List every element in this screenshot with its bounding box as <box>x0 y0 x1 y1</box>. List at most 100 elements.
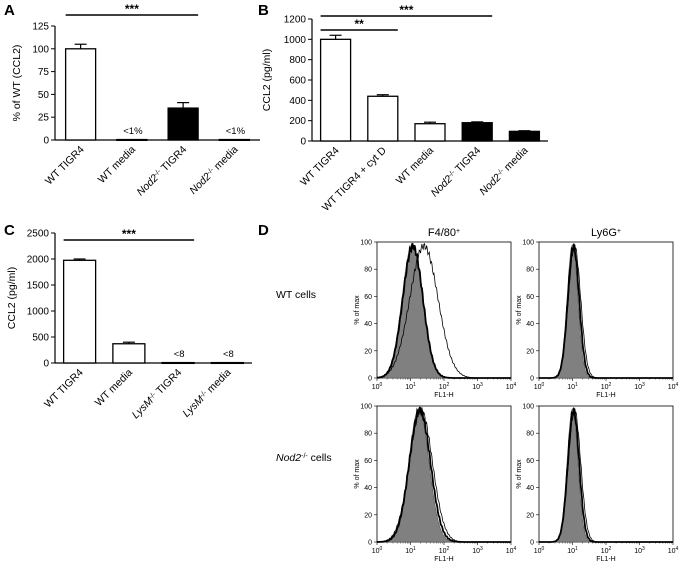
panel-d-x-tick-label: 101 <box>567 382 578 391</box>
panel-c-y-tick-label: 2000 <box>27 255 50 266</box>
panel-d-row-label: Nod2-/- cells <box>276 452 332 464</box>
panel-d-x-tick-base: 10 <box>405 384 413 391</box>
panel-d-y-tick-label: 100 <box>522 404 534 411</box>
panel-d-filled-histogram <box>539 244 673 379</box>
panel-d-y-tick-label: 20 <box>526 348 534 355</box>
panel-d-x-tick-exponent: 2 <box>609 546 612 552</box>
panel-a-y-tick-label: 25 <box>38 113 50 124</box>
panel-d-x-axis-label: FL1-H <box>434 392 453 399</box>
panel-b-significance-label: *** <box>399 3 413 17</box>
panel-c-category-label: WT TIGR4 <box>42 367 86 411</box>
panel-b-bar <box>319 38 352 142</box>
panel-a-category-label: WT media <box>96 144 138 186</box>
panel-d-x-tick-label: 100 <box>372 546 383 555</box>
panel-d-column-title: Ly6G+ <box>591 227 621 239</box>
panel-d-x-tick-exponent: 2 <box>609 382 612 388</box>
panel-a-y-tick-label: 0 <box>43 136 49 147</box>
panel-a-category-label-superscript: -/- <box>205 166 215 176</box>
panel-d-x-tick-base: 10 <box>534 548 542 555</box>
panel-d-x-tick-exponent: 0 <box>380 546 383 552</box>
panel-d-y-tick-label: 100 <box>522 240 534 247</box>
panel-d-y-axis-label: % of max <box>516 459 523 489</box>
panel-d-x-axis-label: FL1-H <box>596 392 615 399</box>
panel-d-y-tick-label: 0 <box>368 376 372 383</box>
panel-d-x-axis-label: FL1-H <box>434 556 453 563</box>
panel-d-y-tick-label: 0 <box>530 540 534 547</box>
panel-a-category-label: Nod2-/- media <box>187 144 240 197</box>
panel-b-y-tick-label: 200 <box>289 116 306 127</box>
panel-a-bar-annotation: <1% <box>226 126 246 137</box>
panel-c-category-label-rest: TIGR4 <box>152 367 184 399</box>
panel-d-x-tick-label: 102 <box>439 382 450 391</box>
panel-d-filled-histogram <box>376 244 511 379</box>
panel-d-y-tick-label: 40 <box>526 485 534 492</box>
panel-d-x-tick-exponent: 0 <box>380 382 383 388</box>
panel-d-outline-histogram <box>539 243 673 379</box>
panel-d-filled-histogram <box>377 408 511 543</box>
panel-c-label: C <box>4 222 15 239</box>
panel-d-x-tick-exponent: 4 <box>676 382 679 388</box>
panel-d-x-tick-base: 10 <box>567 548 575 555</box>
panel-d-filled-histogram <box>539 408 673 543</box>
panel-d-y-tick-label: 60 <box>526 458 534 465</box>
panel-d-y-axis-label: % of max <box>354 459 361 489</box>
panel-d-y-tick-label: 20 <box>364 348 372 355</box>
panel-d-x-tick-base: 10 <box>668 384 676 391</box>
panel-d-x-tick-base: 10 <box>668 548 676 555</box>
panel-d-y-axis-label: % of max <box>354 295 361 325</box>
panel-d-x-tick-base: 10 <box>372 384 380 391</box>
panel-d-outline-histogram <box>539 243 673 379</box>
panel-b-label: B <box>258 2 269 19</box>
panel-d-x-tick-base: 10 <box>372 548 380 555</box>
panel-d-outline-histogram <box>376 406 511 543</box>
panel-b-category-label: Nod2-/- media <box>477 145 530 198</box>
panel-b: B 0 200 400 600 800 1000 1200 CCL2 (pg/ml) WT TIG… <box>258 2 548 214</box>
panel-d-x-tick-exponent: 3 <box>480 382 483 388</box>
panel-d-x-tick-exponent: 4 <box>676 546 679 552</box>
panel-d-outline-histogram <box>376 243 511 379</box>
panel-b-category-label-superscript: -/- <box>447 168 457 178</box>
panel-c: C 0 500 1000 1500 2000 2500 CCL2 (pg/ml) WT TIGR… <box>4 222 252 421</box>
panel-d-row-label-genotype: Nod2 <box>276 452 301 464</box>
panel-d-y-tick-label: 40 <box>364 485 372 492</box>
panel-b-category-label-rest: TIGR4 <box>451 145 483 177</box>
panel-a-category-label-superscript: -/- <box>153 167 163 177</box>
panel-d-x-tick-label: 101 <box>405 382 416 391</box>
panel-d-x-tick-exponent: 2 <box>447 382 450 388</box>
panel-a-bar <box>167 107 199 141</box>
panel-b-y-tick-label: 400 <box>289 96 306 107</box>
panel-b-category-label: WT TIGR4 <box>298 145 342 189</box>
panel-b-bar <box>508 130 541 142</box>
panel-d-row-label-sup: -/- <box>301 453 308 460</box>
panel-d-plot-frame <box>538 405 674 543</box>
panel-d-x-tick-base: 10 <box>634 384 642 391</box>
panel-b-y-tick-label: 1200 <box>284 15 307 26</box>
panel-d-x-tick-base: 10 <box>439 384 447 391</box>
panel-d-y-axis-label: % of max <box>516 295 523 325</box>
panel-d-x-tick-exponent: 1 <box>413 382 416 388</box>
panel-d-x-tick-label: 100 <box>534 546 545 555</box>
panel-d-x-tick-exponent: 1 <box>413 546 416 552</box>
panel-a-label: A <box>4 2 15 19</box>
panel-d-x-tick-label: 103 <box>472 546 483 555</box>
panel-d-x-tick-base: 10 <box>506 548 514 555</box>
panel-c-bar <box>62 259 97 364</box>
panel-d-x-tick-base: 10 <box>472 548 480 555</box>
panel-d-y-tick-label: 40 <box>364 321 372 328</box>
panel-d-y-tick-label: 80 <box>526 431 534 438</box>
panel-a-bar-annotation: <1% <box>123 126 143 137</box>
panel-d-x-tick-label: 100 <box>372 382 383 391</box>
panel-a-significance-label: *** <box>125 2 139 16</box>
panel-d-plot-frame <box>538 241 674 379</box>
panel-a-y-axis-label: % of WT (CCL2) <box>11 45 23 122</box>
panel-b-bar <box>461 122 493 142</box>
panel-d-y-tick-label: 80 <box>526 267 534 274</box>
panel-d-x-tick-exponent: 3 <box>642 546 645 552</box>
panel-c-y-tick-label: 1500 <box>27 281 50 292</box>
panel-a-y-tick-label: 125 <box>32 22 49 33</box>
panel-d-x-tick-base: 10 <box>601 384 609 391</box>
panel-b-bar <box>367 95 399 142</box>
panel-d-outline-histogram <box>539 407 673 543</box>
panel-d-column-title-base: F4/80 <box>428 227 456 239</box>
